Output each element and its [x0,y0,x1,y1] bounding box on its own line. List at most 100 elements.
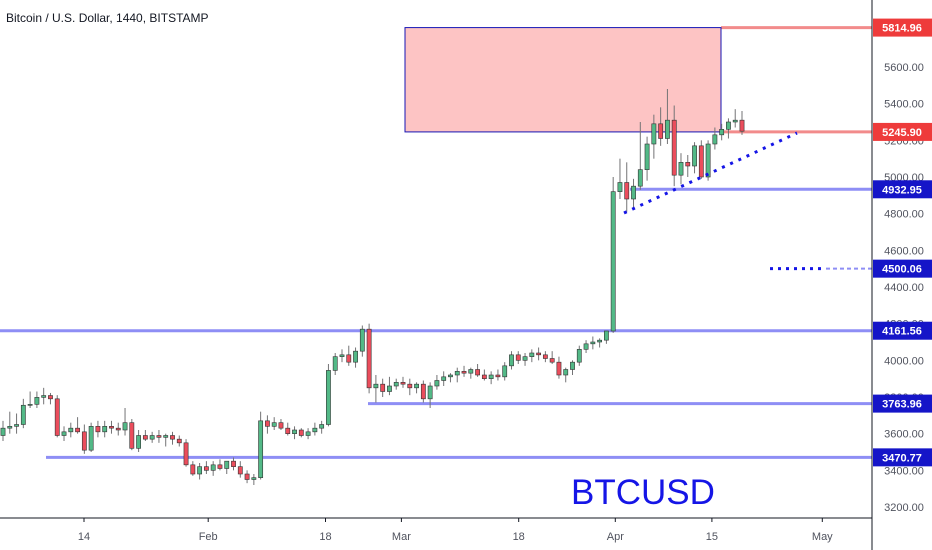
candle-body [705,143,711,178]
candle-body [488,374,494,379]
candle-body [658,123,664,139]
candle-body [109,426,114,429]
candle-body [570,361,575,370]
candle-body [617,182,623,192]
candle-body [692,145,697,167]
candle-body [7,426,13,429]
price-tick-label: 3400.00 [884,465,924,477]
candle-body [719,129,725,136]
price-label-box [873,18,932,37]
candle-body [14,424,19,427]
candle-body [61,431,67,436]
candle-body [644,143,650,170]
candle-body [400,382,406,385]
candle-body [244,473,250,480]
price-tick-label: 5600.00 [884,62,924,74]
price-label-box [873,394,932,413]
candle-body [27,404,33,406]
candle-body [515,354,521,361]
symbol-watermark: BTCUSD [571,473,715,512]
price-tick-label: 4400.00 [884,282,924,294]
candle-body [339,354,345,357]
price-label-box [873,321,932,340]
candle-body [34,397,40,405]
resistance-zone[interactable] [404,27,722,133]
candle-body [190,464,196,475]
candle-body [346,354,352,363]
candle-body [461,371,467,374]
candle-body [739,119,745,132]
candle-body [393,382,399,387]
candle-body [495,374,501,378]
candle-body [481,374,487,379]
candle-body [434,380,440,387]
candle-body [54,398,60,436]
candle-body [292,429,297,434]
candle-body [95,426,101,433]
candle-body [529,352,535,357]
candle-body [549,358,555,363]
candle-body [136,435,141,449]
level-price-labels: 5814.96 5245.90 4932.95 4500.06 4161.56 3763.… [873,18,932,467]
candle-body [468,369,474,374]
candle-body [522,356,528,361]
candle-body [149,435,155,440]
candle-body [726,121,731,130]
price-tick-label: 4600.00 [884,245,924,257]
candle-body [665,119,670,139]
candle-body [332,356,338,371]
time-tick-label: 14 [78,531,90,543]
price-label-box [873,180,932,199]
time-tick-label: 18 [319,531,331,543]
candle-body [129,422,135,449]
candle-body [427,385,433,400]
candle-body [319,424,325,429]
candle-body [610,191,616,332]
candle-body [271,422,277,427]
candle-body [651,123,657,145]
candle-body [224,460,230,469]
candle-body [278,422,284,429]
price-label-3470.77: 3470.77 [882,452,922,464]
time-tick-label: 18 [513,531,525,543]
time-tick-label: Feb [199,531,218,543]
candle-body [265,420,270,427]
candle-body [542,354,548,359]
candle-body [115,427,121,431]
candle-body [359,328,365,352]
candle-body [604,330,609,341]
resistance-zone-box[interactable] [404,27,722,133]
candle-body [407,383,413,389]
candle-body [258,420,264,478]
candle-body [380,383,386,392]
price-label-5814.96: 5814.96 [882,23,922,35]
candle-body [387,385,392,392]
price-label-4161.56: 4161.56 [882,326,922,338]
candle-body [0,427,6,436]
candle-body [285,427,291,434]
candle-body [163,435,169,438]
price-tick-label: 4000.00 [884,355,924,367]
candle-body [624,182,630,200]
candle-body [217,464,223,469]
candle-body [237,466,243,475]
candle-body [712,134,718,145]
price-label-4932.95: 4932.95 [882,184,922,196]
candle-body [536,352,542,356]
time-tick-label: Apr [607,531,624,543]
candle-body [298,429,304,436]
candle-body [251,477,257,480]
candle-body [48,395,53,400]
price-label-box [873,122,932,141]
time-tick-label: 15 [706,531,718,543]
candle-body [326,370,331,425]
candle-body [210,464,216,471]
price-label-box [873,259,932,278]
price-label-3763.96: 3763.96 [882,399,922,411]
candle-body [576,349,582,363]
candle-body [597,339,603,343]
candle-body [502,365,508,378]
candle-body [509,354,514,367]
candle-body [305,431,311,436]
